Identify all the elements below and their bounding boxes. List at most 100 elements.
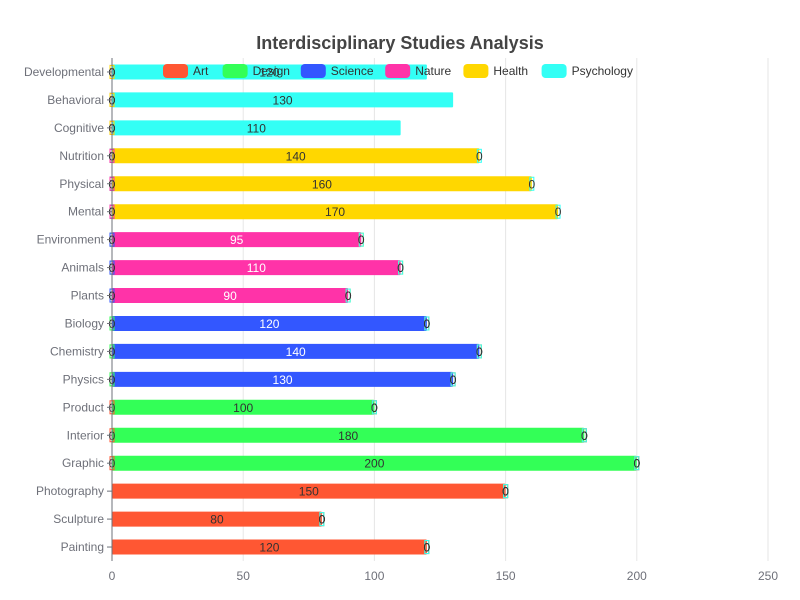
bar-zero-psychology-nutrition — [476, 148, 482, 163]
bar-zero-psychology-physical — [529, 176, 535, 191]
y-tick-label: Physical — [59, 177, 104, 191]
legend-swatch — [541, 64, 567, 78]
legend-label: Health — [493, 64, 528, 78]
bar-value-label: 170 — [325, 205, 345, 219]
legend-label: Design — [253, 64, 290, 78]
x-tick-label: 50 — [237, 569, 251, 583]
bar-zero-psychology-environment — [358, 232, 364, 247]
y-tick-label: Product — [63, 400, 105, 414]
bar-zero-psychology-chemistry — [476, 344, 482, 359]
y-tick-label: Developmental — [24, 65, 104, 79]
bar-health-physical[interactable] — [112, 176, 532, 192]
bar-psychology-developmental[interactable] — [112, 64, 427, 80]
bars — [112, 64, 637, 555]
bar-zero-psychology-interior — [581, 428, 587, 443]
value-labels: 1208015020018010013014012090110951701601… — [210, 65, 384, 554]
bar-art-sculpture[interactable] — [112, 511, 322, 527]
axes: 0 50 100 150 200 250 Painting Sculpture Photogra… — [24, 58, 778, 583]
bar-zero-value-label: 0 — [450, 373, 457, 387]
bar-zero-psychology-mental — [555, 204, 561, 219]
bar-zero-value-label: 0 — [450, 373, 457, 387]
bar-value-label: 120 — [259, 317, 279, 331]
bar-value-label: 100 — [233, 401, 253, 415]
bar-nature-environment[interactable] — [112, 232, 362, 248]
bar-design-product[interactable] — [112, 399, 375, 415]
bar-zero-value-label: 0 — [502, 485, 509, 499]
y-tick-label: Biology — [65, 316, 104, 330]
chart-title: Interdisciplinary Studies Analysis — [256, 33, 543, 53]
bar-design-interior[interactable] — [112, 427, 585, 443]
legend-swatch — [222, 64, 248, 78]
legend-label: Nature — [415, 64, 451, 78]
y-tick-label: Behavioral — [47, 93, 104, 107]
legend[interactable]: Art Design Science Nature Health Psychology — [163, 64, 633, 78]
bar-zero-value-label: 0 — [424, 541, 431, 555]
bar-science-physics[interactable] — [112, 371, 454, 387]
y-tick-label: Sculpture — [53, 512, 104, 526]
bar-health-nutrition[interactable] — [112, 148, 480, 164]
y-tick-label: Mental — [68, 205, 104, 219]
bar-zero-psychology-product — [371, 400, 377, 415]
legend-item-health[interactable]: Health — [463, 64, 528, 78]
legend-item-design[interactable]: Design — [222, 64, 290, 78]
legend-item-nature[interactable]: Nature — [385, 64, 452, 78]
bar-psychology-behavioral[interactable] — [112, 92, 454, 108]
bar-zero-value-label: 0 — [476, 345, 483, 359]
bar-nature-plants[interactable] — [112, 288, 349, 304]
bar-zero-value-label: 0 — [424, 541, 431, 555]
bar-zero-value-label: 0 — [581, 429, 588, 443]
bar-value-label: 160 — [312, 177, 332, 191]
x-tick-label: 0 — [109, 569, 116, 583]
legend-swatch — [463, 64, 489, 78]
bar-zero-value-label: 0 — [345, 289, 352, 303]
bar-science-chemistry[interactable] — [112, 343, 480, 359]
bar-zero-value-label: 0 — [345, 289, 352, 303]
y-tick-label: Nutrition — [59, 149, 104, 163]
bar-design-graphic[interactable] — [112, 455, 637, 471]
legend-swatch — [300, 64, 326, 78]
bar-psychology-cognitive[interactable] — [112, 120, 401, 136]
bar-zero-value-label: 0 — [528, 177, 535, 191]
y-tick-label: Cognitive — [54, 121, 104, 135]
bar-value-label: 110 — [247, 121, 266, 135]
legend-item-science[interactable]: Science — [300, 64, 374, 78]
y-tick-label: Chemistry — [50, 344, 104, 358]
bar-zero-value-label: 0 — [581, 429, 588, 443]
bar-zero-value-label: 0 — [319, 513, 326, 527]
bar-value-label: 150 — [299, 485, 319, 499]
y-tick-label: Interior — [67, 428, 104, 442]
legend-label: Psychology — [572, 64, 633, 78]
y-tick-label: Photography — [36, 484, 104, 498]
x-tick-label: 200 — [627, 569, 647, 583]
bar-value-label: 180 — [338, 429, 358, 443]
bar-zero-value-label: 0 — [476, 149, 483, 163]
bar-zero-value-label: 0 — [371, 401, 378, 415]
bar-zero-value-label: 0 — [371, 401, 378, 415]
bar-value-label: 120 — [259, 541, 279, 555]
bar-nature-animals[interactable] — [112, 260, 401, 276]
bar-zero-psychology-photography — [503, 484, 509, 499]
bar-zero-value-label: 0 — [555, 205, 562, 219]
legend-label: Science — [331, 64, 374, 78]
legend-label: Art — [193, 64, 209, 78]
bar-zero-value-label: 0 — [633, 457, 640, 471]
bar-zero-value-label: 0 — [581, 429, 588, 443]
bar-art-painting[interactable] — [112, 539, 427, 555]
bar-zero-value-label: 0 — [502, 485, 509, 499]
x-tick-label: 150 — [496, 569, 516, 583]
y-tick-label: Animals — [61, 261, 104, 275]
bar-art-photography[interactable] — [112, 483, 506, 499]
bar-zero-value-label: 0 — [319, 513, 326, 527]
legend-item-psychology[interactable]: Psychology — [541, 64, 633, 78]
x-tick-label: 100 — [364, 569, 384, 583]
bar-zero-value-label: 0 — [397, 261, 404, 275]
bar-health-mental[interactable] — [112, 204, 559, 220]
bar-zero-value-label: 0 — [476, 345, 483, 359]
legend-item-art[interactable]: Art — [163, 64, 209, 78]
bar-zero-value-label: 0 — [633, 457, 640, 471]
bar-science-biology[interactable] — [112, 315, 427, 331]
bar-zero-psychology-animals — [398, 260, 404, 275]
bar-zero-value-label: 0 — [476, 345, 483, 359]
